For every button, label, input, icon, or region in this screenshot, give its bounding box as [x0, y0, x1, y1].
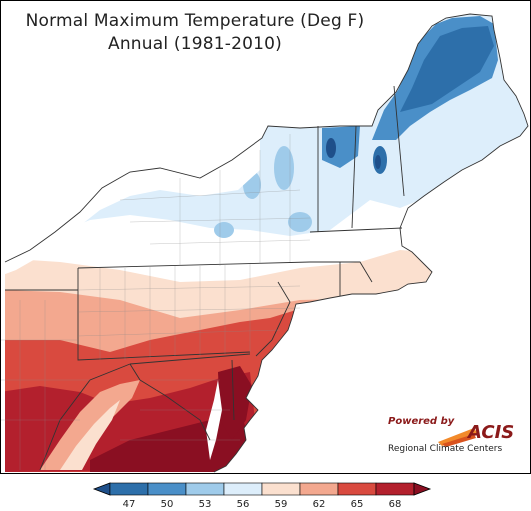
- colorbar-swatches: [92, 482, 432, 496]
- colorbar-tick-label: 47: [122, 499, 136, 510]
- logo-acis: ACIS: [468, 422, 515, 443]
- colorbar-under-arrow: [92, 482, 111, 496]
- colorbar-tick-label: 62: [312, 499, 326, 510]
- colorbar-swatch: [337, 482, 377, 496]
- colorbar-swatch: [109, 482, 149, 496]
- colorbar-tick-label: 50: [160, 499, 174, 510]
- colorbar-swatch: [185, 482, 225, 496]
- title-line-1: Normal Maximum Temperature (Deg F): [25, 11, 365, 31]
- colorbar-swatch: [223, 482, 263, 496]
- colorbar-swatch: [261, 482, 301, 496]
- map-title: Normal Maximum Temperature (Deg F) Annua…: [0, 10, 390, 56]
- colorbar-tick-label: 53: [198, 499, 212, 510]
- acis-swoosh-icon: [438, 428, 478, 447]
- colorbar-tick-label: 65: [350, 499, 364, 510]
- colorbar-tick-label: 59: [274, 499, 288, 510]
- title-line-2: Annual (1981-2010): [107, 34, 283, 54]
- colorbar: 47 50 53 56 59 62 65 68: [92, 481, 432, 510]
- state-borders: [4, 13, 529, 473]
- logo-subtitle: Regional Climate Centers: [388, 444, 503, 454]
- county-borders: [0, 134, 311, 470]
- colorbar-swatch: [299, 482, 339, 496]
- colorbar-over-arrow: [413, 482, 432, 496]
- logo-powered-by: Powered by: [388, 416, 455, 427]
- colorbar-tick-label: 56: [236, 499, 250, 510]
- colorbar-swatch: [147, 482, 187, 496]
- colorbar-swatch: [375, 482, 415, 496]
- colorbar-tick-label: 68: [388, 499, 402, 510]
- acis-logo: Powered by ACIS Regional Climate Centers: [382, 414, 515, 460]
